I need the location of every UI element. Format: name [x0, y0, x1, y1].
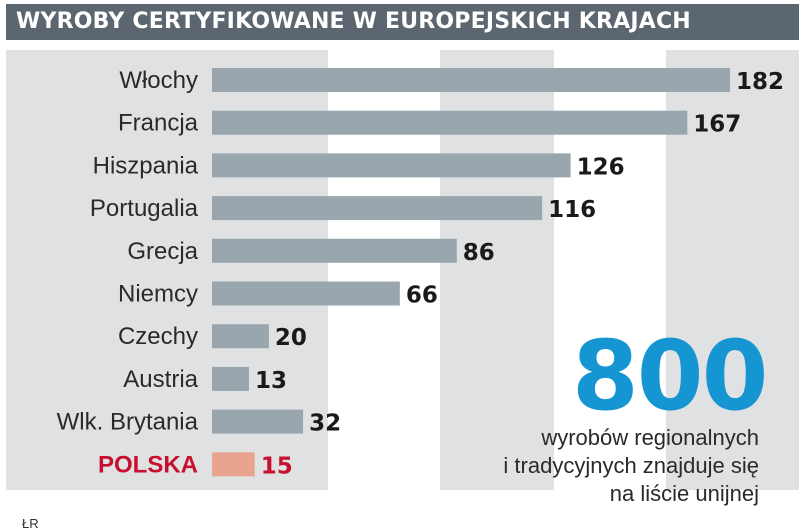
- category-label: Hiszpania: [93, 152, 199, 179]
- callout-line-3: na liście unijnej: [609, 481, 759, 506]
- bar-grecja: [212, 238, 457, 263]
- category-label: Austria: [123, 366, 198, 393]
- bar-niemcy: [212, 281, 400, 306]
- chart-title: WYROBY CERTYFIKOWANE W EUROPEJSKICH KRAJ…: [16, 9, 691, 34]
- callout-line-1: wyrobów regionalnych: [541, 425, 759, 450]
- labels: Włochy 182 Francja 167 Hiszpania 126 Portugali…: [57, 67, 784, 479]
- bar-francja: [212, 110, 688, 135]
- callout-number: 800: [572, 320, 768, 432]
- category-label: POLSKA: [98, 451, 198, 478]
- category-label: Francja: [118, 110, 199, 137]
- value-label: 15: [261, 453, 293, 479]
- category-label: Włochy: [119, 67, 198, 94]
- value-label: 86: [463, 240, 495, 266]
- bar-włochy: [212, 68, 730, 92]
- bar-hiszpania: [212, 153, 571, 178]
- chart-area: Włochy 182 Francja 167 Hiszpania 126 Portugali…: [6, 50, 799, 531]
- source-credit: ŁR: [22, 516, 39, 531]
- value-label: 66: [406, 283, 438, 309]
- category-label: Niemcy: [118, 281, 198, 308]
- category-label: Wlk. Brytania: [57, 409, 199, 436]
- bar-czechy: [212, 324, 269, 349]
- value-label: 126: [577, 154, 625, 180]
- callout-line-2: i tradycyjnych znajduje się: [503, 453, 759, 478]
- bar-wlk-brytania: [212, 409, 304, 434]
- title-bar: WYROBY CERTYFIKOWANE W EUROPEJSKICH KRAJ…: [6, 4, 799, 40]
- bar-portugalia: [212, 196, 543, 221]
- bars: [212, 68, 730, 477]
- value-label: 182: [736, 69, 784, 95]
- value-label: 32: [309, 411, 341, 437]
- callout-caption: wyrobów regionalnych i tradycyjnych znaj…: [503, 424, 759, 508]
- bar-austria: [212, 366, 249, 391]
- bar-chart: Włochy 182 Francja 167 Hiszpania 126 Portugali…: [57, 50, 784, 490]
- category-label: Portugalia: [90, 195, 199, 222]
- value-label: 20: [275, 325, 307, 351]
- category-label: Grecja: [127, 238, 198, 265]
- category-label: Czechy: [118, 323, 198, 350]
- bar-polska: [212, 452, 255, 477]
- value-label: 167: [693, 112, 741, 138]
- value-label: 13: [255, 368, 287, 394]
- value-label: 116: [548, 197, 596, 223]
